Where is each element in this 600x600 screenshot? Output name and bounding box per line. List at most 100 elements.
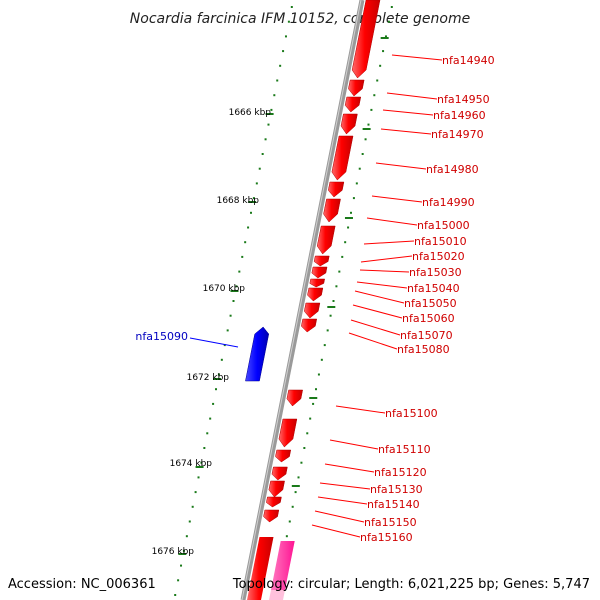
- gene-label[interactable]: nfa15020: [412, 250, 465, 263]
- tick-mark: [287, 20, 290, 23]
- gene-label[interactable]: nfa14970: [431, 128, 484, 141]
- tick-mark: [373, 94, 376, 97]
- tick-mark: [247, 226, 250, 229]
- leader-line: [391, 54, 443, 61]
- tick-mark: [180, 564, 183, 567]
- tick-mark: [191, 505, 194, 508]
- tick-mark: [267, 123, 270, 126]
- topology-text: Topology: circular; Length: 6,021,225 bp…: [232, 577, 590, 592]
- tick-mark: [215, 388, 218, 391]
- major-tick-mark: [309, 397, 318, 399]
- accession-text: Accession: NC_006361: [8, 577, 156, 592]
- forward-gene-arrow: [275, 449, 292, 463]
- forward-gene-arrow: [266, 496, 282, 508]
- tick-mark: [235, 285, 238, 288]
- tick-mark: [238, 270, 241, 273]
- gene-label[interactable]: nfa15120: [374, 466, 427, 479]
- leader-line: [348, 332, 398, 350]
- tick-mark: [317, 373, 320, 376]
- forward-gene-arrow: [268, 480, 285, 498]
- leader-line: [363, 240, 415, 245]
- tick-mark: [312, 402, 315, 405]
- forward-gene-arrow: [309, 278, 325, 288]
- kbp-label: 1674 kbp: [170, 459, 213, 469]
- major-tick-mark: [195, 466, 204, 468]
- leader-line: [366, 217, 418, 226]
- leader-line: [354, 290, 405, 304]
- tick-mark: [370, 108, 373, 111]
- forward-gene-arrow: [316, 225, 336, 255]
- gene-label[interactable]: nfa15000: [417, 219, 470, 232]
- leader-line: [371, 195, 423, 203]
- tick-mark: [347, 226, 350, 229]
- tick-mark: [229, 314, 232, 317]
- gene-label[interactable]: nfa15080: [397, 343, 450, 356]
- tick-mark: [364, 138, 367, 141]
- gene-label[interactable]: nfa14990: [422, 196, 475, 209]
- gene-label[interactable]: nfa14940: [442, 54, 495, 67]
- gene-label[interactable]: nfa15030: [409, 266, 462, 279]
- gene-label[interactable]: nfa15150: [364, 516, 417, 529]
- forward-gene-arrow: [263, 509, 280, 523]
- gene-label[interactable]: nfa15140: [367, 498, 420, 511]
- tick-mark: [241, 255, 244, 258]
- gene-label[interactable]: nfa14950: [437, 93, 490, 106]
- tick-mark: [185, 535, 188, 538]
- gene-label[interactable]: nfa14980: [426, 163, 479, 176]
- leader-line: [311, 524, 361, 538]
- gene-label[interactable]: nfa15070: [400, 329, 453, 342]
- forward-gene-arrow: [327, 181, 345, 198]
- tick-mark: [270, 108, 273, 111]
- forward-gene-arrow: [344, 96, 362, 113]
- tick-mark: [291, 505, 294, 508]
- major-tick-mark: [327, 306, 336, 308]
- gene-label[interactable]: nfa15050: [404, 297, 457, 310]
- gene-label[interactable]: nfa15130: [370, 483, 423, 496]
- leader-line: [380, 128, 432, 135]
- gene-label[interactable]: nfa15060: [402, 312, 455, 325]
- tick-mark: [223, 344, 226, 347]
- tick-mark: [320, 358, 323, 361]
- gene-label[interactable]: nfa14960: [433, 109, 486, 122]
- tick-mark: [258, 167, 261, 170]
- tick-mark: [387, 20, 390, 23]
- major-tick-mark: [178, 553, 187, 555]
- tick-mark: [209, 417, 212, 420]
- tick-mark: [361, 153, 364, 155]
- tick-mark: [288, 520, 291, 523]
- tick-mark: [300, 461, 303, 464]
- major-tick-mark: [291, 485, 300, 487]
- tick-mark: [282, 50, 285, 53]
- gene-label[interactable]: nfa15110: [378, 443, 431, 456]
- leader-line: [319, 482, 371, 490]
- leader-line: [317, 496, 368, 505]
- kbp-label: 1668 kbp: [217, 196, 260, 206]
- tick-mark: [323, 344, 326, 347]
- forward-gene-arrow: [331, 135, 354, 181]
- leader-line: [386, 92, 438, 100]
- forward-gene-track: [247, 0, 381, 600]
- gene-label[interactable]: nfa15040: [407, 282, 460, 295]
- other-feature-arrow: [269, 590, 285, 600]
- tick-mark: [315, 388, 318, 391]
- forward-gene-arrow: [313, 255, 330, 267]
- kbp-labels: 1666 kbp 1668 kbp 1670 kbp 1672 kbp 1674…: [152, 108, 272, 557]
- gene-label[interactable]: nfa15100: [385, 407, 438, 420]
- gene-label[interactable]: nfa15160: [360, 531, 413, 544]
- genome-backbone: [240, 0, 365, 600]
- forward-gene-arrow: [348, 79, 365, 97]
- leader-line: [189, 337, 239, 348]
- gene-label[interactable]: nfa15010: [414, 235, 467, 248]
- tick-mark: [284, 35, 287, 38]
- reverse-gene-track: [245, 326, 270, 382]
- forward-gene-arrow: [247, 537, 274, 600]
- tick-mark: [376, 79, 379, 82]
- major-tick-mark: [344, 217, 353, 219]
- tick-mark: [390, 6, 393, 8]
- tick-mark: [200, 461, 203, 464]
- gene-label[interactable]: nfa15090: [135, 330, 188, 343]
- tick-mark: [338, 270, 341, 273]
- map-title: Nocardia farcinica IFM 10152, complete g…: [130, 11, 470, 27]
- tick-mark: [212, 402, 215, 405]
